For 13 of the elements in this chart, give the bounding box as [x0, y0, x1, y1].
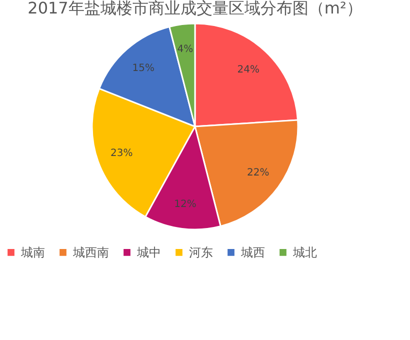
legend-label: 城北 — [292, 245, 317, 260]
data-label: 23% — [110, 148, 133, 159]
legend-label: 城中 — [136, 245, 161, 260]
legend-label: 城西 — [240, 245, 265, 260]
legend-label: 城南 — [20, 245, 45, 260]
legend-label: 河东 — [189, 245, 213, 260]
data-label: 12% — [174, 198, 196, 210]
data-label: 4% — [177, 44, 194, 56]
legend-label: 城西南 — [72, 245, 109, 260]
data-label: 24% — [237, 64, 260, 76]
data-label: 22% — [246, 167, 270, 178]
data-label: 15% — [132, 62, 155, 74]
chart-title: 2017年盐城楼市商业成交量区域分布图（m²） — [28, 0, 362, 18]
